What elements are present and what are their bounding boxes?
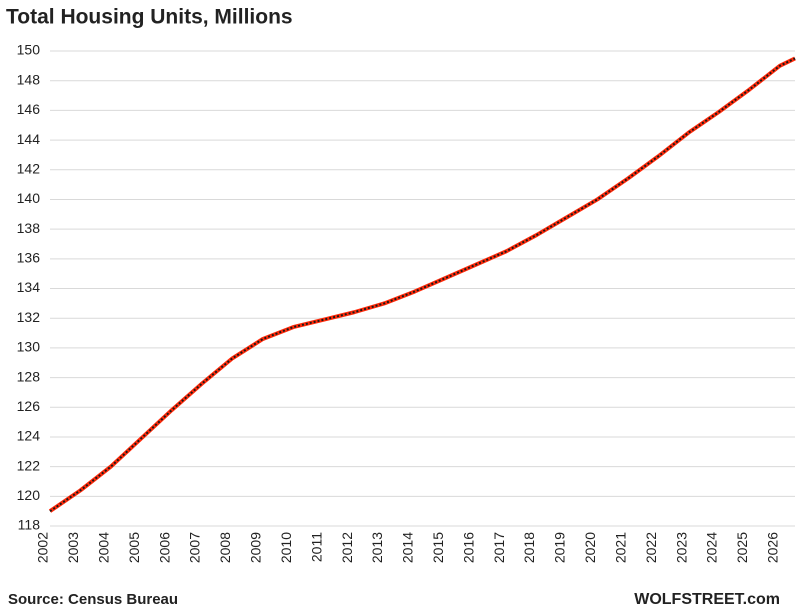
source: Source: Census Bureau: [8, 591, 178, 608]
x-tick-label: 2013: [369, 532, 385, 563]
x-tick-label: 2025: [734, 532, 750, 563]
y-tick-label: 124: [17, 428, 41, 444]
x-tick-label: 2024: [704, 532, 720, 563]
x-tick-label: 2002: [35, 532, 51, 563]
y-tick-label: 150: [17, 42, 41, 58]
x-tick-label: 2003: [65, 532, 81, 563]
x-tick-label: 2021: [612, 532, 628, 563]
x-tick-label: 2016: [460, 532, 476, 563]
x-tick-label: 2011: [308, 532, 324, 562]
y-tick-label: 146: [17, 101, 41, 117]
y-tick-label: 140: [17, 190, 41, 206]
line-series-dots: [49, 57, 796, 512]
y-tick-label: 126: [17, 398, 41, 414]
y-tick-label: 118: [18, 517, 41, 533]
y-tick-label: 128: [17, 368, 41, 384]
y-tick-label: 134: [17, 279, 41, 295]
y-tick-label: 136: [17, 250, 41, 266]
x-tick-label: 2009: [248, 532, 264, 563]
y-tick-label: 144: [17, 131, 41, 147]
x-tick-label: 2005: [126, 532, 142, 563]
x-tick-label: 2007: [187, 532, 203, 563]
x-tick-label: 2006: [156, 532, 172, 563]
y-tick-label: 138: [17, 220, 41, 236]
x-tick-label: 2026: [764, 532, 780, 563]
line-series: [48, 56, 796, 513]
y-tick-label: 142: [17, 160, 41, 176]
x-tick-label: 2015: [430, 532, 446, 563]
x-tick-label: 2019: [552, 532, 568, 563]
y-tick-label: 130: [17, 339, 41, 355]
y-tick-label: 148: [17, 71, 41, 87]
x-tick-label: 2014: [400, 532, 416, 563]
x-tick-label: 2010: [278, 532, 294, 563]
x-tick-label: 2004: [96, 532, 112, 563]
x-tick-label: 2008: [217, 532, 233, 563]
x-tick-label: 2018: [521, 532, 537, 563]
x-tick-label: 2017: [491, 532, 507, 563]
chart-title: Total Housing Units, Millions: [6, 6, 293, 29]
x-tick-label: 2020: [582, 532, 598, 563]
x-tick-label: 2012: [339, 532, 355, 563]
x-tick-label: 2022: [643, 532, 659, 563]
y-tick-label: 120: [17, 487, 41, 503]
y-tick-label: 132: [17, 309, 41, 325]
brand: WOLFSTREET.com: [634, 591, 780, 608]
x-tick-label: 2023: [673, 532, 689, 563]
y-tick-label: 122: [17, 457, 41, 473]
